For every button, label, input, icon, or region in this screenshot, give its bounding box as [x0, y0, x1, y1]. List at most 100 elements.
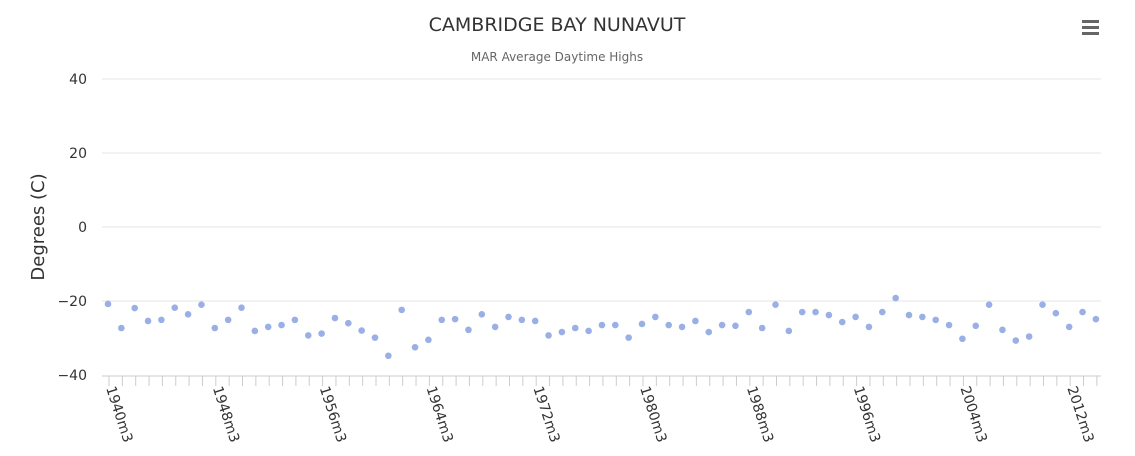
data-point	[932, 316, 939, 324]
data-point	[251, 327, 259, 335]
data-point	[705, 328, 713, 336]
chart-subtitle: MAR Average Daytime Highs	[471, 50, 643, 64]
x-tick-label: 1956m3	[316, 384, 349, 444]
data-points	[104, 294, 1100, 360]
data-point	[652, 313, 659, 321]
data-point	[1079, 308, 1086, 316]
x-tick-label: 1940m3	[102, 384, 135, 444]
x-axis: 1940m3 1948m3 1956m3 1964m3 1972m3 1980m3 1988…	[102, 375, 1101, 445]
x-tick-label: 1988m3	[743, 384, 776, 444]
y-tick-label: −20	[57, 294, 87, 310]
x-tick-label: 2004m3	[957, 384, 990, 444]
data-point	[1052, 309, 1060, 317]
x-tick-label: 1996m3	[850, 384, 883, 444]
data-point	[438, 316, 446, 324]
data-point	[331, 314, 339, 322]
data-point	[318, 330, 325, 337]
data-point	[571, 324, 579, 332]
data-point	[465, 326, 472, 334]
data-point	[985, 301, 993, 309]
data-point	[585, 327, 592, 335]
menu-button[interactable]	[1076, 14, 1104, 40]
data-point	[972, 322, 980, 330]
chart-title: CAMBRIDGE BAY NUNAVUT	[429, 14, 686, 36]
data-point	[732, 322, 739, 330]
y-axis-ticks: 40 20 0 −20 −40	[57, 72, 87, 384]
x-tick-label: 1972m3	[529, 384, 562, 444]
data-point	[278, 321, 285, 329]
data-point	[772, 301, 779, 309]
data-point	[184, 311, 192, 318]
data-point	[612, 321, 619, 329]
data-point	[291, 316, 299, 324]
data-point	[959, 335, 966, 343]
data-point	[144, 317, 152, 325]
data-point	[171, 304, 179, 311]
data-point	[758, 324, 766, 332]
hamburger-menu-icon	[1082, 20, 1099, 35]
data-point	[892, 294, 899, 302]
data-point	[745, 308, 753, 316]
data-point	[304, 332, 312, 339]
data-point	[598, 321, 606, 329]
y-axis-title: Degrees (C)	[28, 173, 49, 280]
data-point	[1012, 337, 1020, 344]
data-point	[1039, 301, 1046, 309]
data-point	[945, 321, 953, 329]
data-point	[919, 313, 926, 321]
y-tick-label: −40	[57, 368, 87, 384]
data-point	[665, 321, 672, 329]
data-point	[905, 311, 913, 319]
data-point	[852, 313, 859, 321]
data-point	[798, 308, 806, 316]
data-point	[385, 352, 392, 360]
data-point	[451, 315, 459, 323]
data-point	[104, 300, 112, 308]
x-tick-label: 1964m3	[423, 384, 456, 444]
data-point	[224, 316, 232, 324]
data-point	[211, 324, 219, 332]
data-point	[505, 313, 512, 321]
x-tick-label: 1980m3	[636, 384, 669, 444]
y-tick-label: 20	[69, 146, 87, 162]
data-point	[398, 306, 406, 314]
y-tick-label: 40	[69, 72, 87, 88]
data-point	[692, 317, 699, 325]
data-point	[198, 301, 205, 309]
data-point	[345, 319, 352, 327]
data-point	[558, 328, 566, 336]
data-point	[1065, 323, 1073, 331]
data-point	[812, 308, 819, 316]
data-point	[118, 324, 125, 332]
data-point	[625, 334, 632, 341]
data-point	[825, 311, 833, 319]
data-point	[131, 304, 138, 312]
grid-lines	[102, 78, 1101, 302]
data-point	[718, 321, 726, 329]
data-point	[838, 318, 846, 326]
x-tick-label: 2012m3	[1063, 384, 1096, 444]
data-point	[785, 327, 793, 335]
y-tick-label: 0	[78, 220, 87, 236]
data-point	[531, 317, 539, 325]
data-point	[264, 323, 272, 331]
data-point	[478, 311, 486, 318]
data-point	[1025, 333, 1033, 340]
data-point	[638, 320, 646, 328]
data-point	[371, 334, 379, 341]
data-point	[411, 343, 419, 351]
data-point	[491, 323, 499, 331]
data-point	[358, 327, 365, 334]
data-point	[999, 326, 1006, 334]
data-point	[879, 308, 886, 316]
data-point	[518, 316, 526, 324]
data-point	[545, 332, 552, 339]
data-point	[865, 323, 873, 331]
data-point	[425, 336, 432, 344]
data-point	[238, 304, 245, 311]
x-tick-label: 1948m3	[209, 384, 242, 444]
data-point	[1092, 315, 1100, 323]
data-point	[678, 323, 686, 331]
data-point	[158, 316, 165, 324]
